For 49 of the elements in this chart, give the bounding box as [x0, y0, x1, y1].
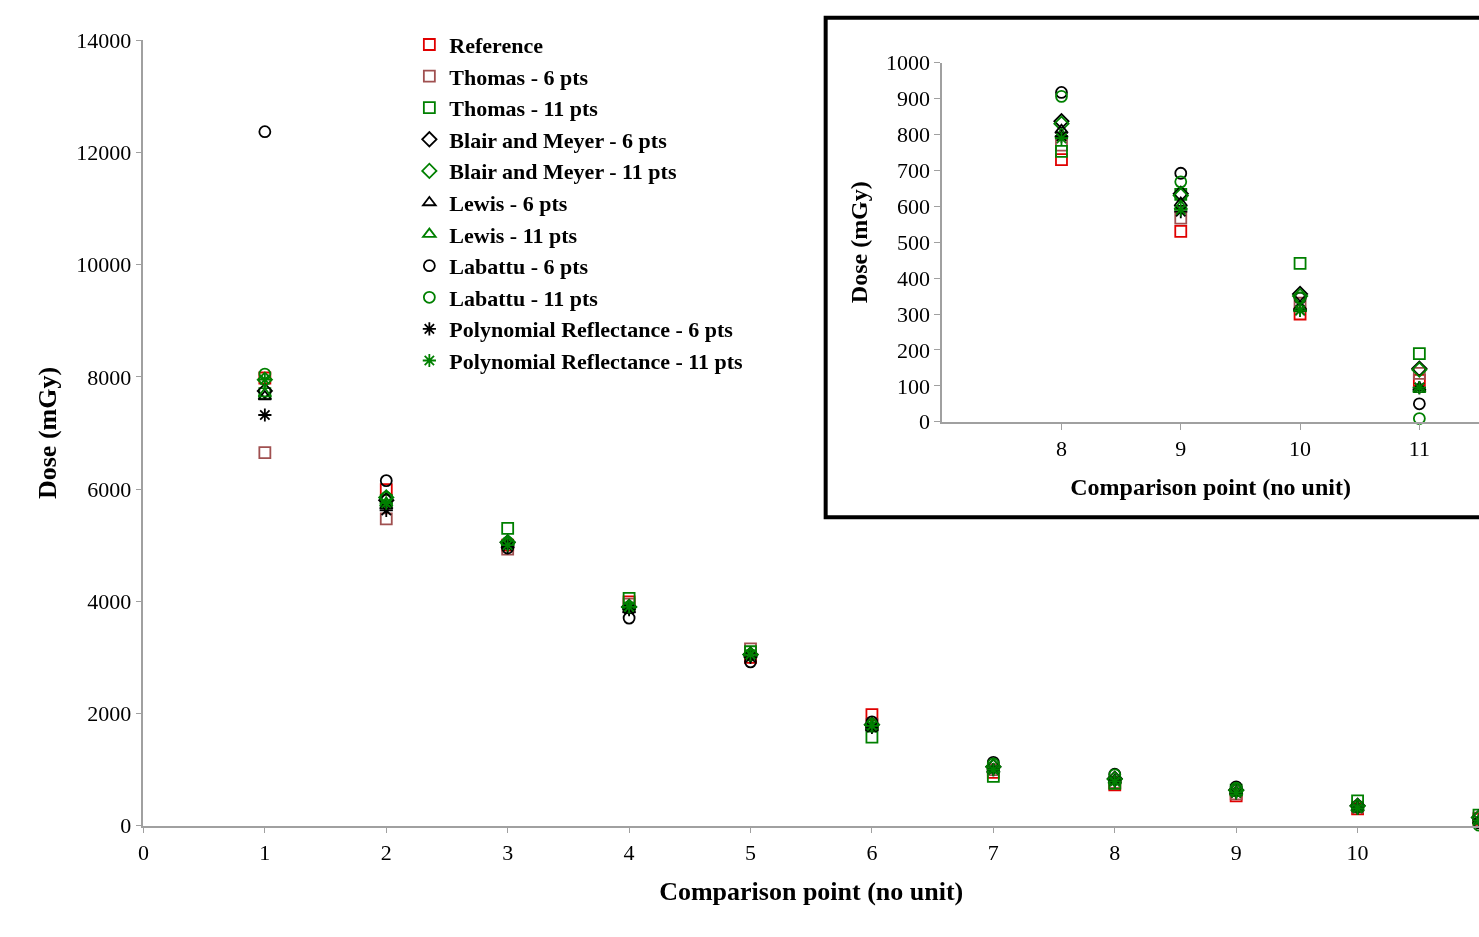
y-tick-label: 4000 — [87, 588, 132, 614]
y-axis-title: Dose (mGy) — [845, 181, 872, 304]
legend-label: Blair and Meyer - 6 pts — [449, 127, 668, 153]
legend-label: Lewis - 6 pts — [449, 191, 568, 217]
y-tick-label: 1000 — [886, 50, 931, 76]
x-axis-title: Comparison point (no unit) — [1070, 473, 1351, 500]
y-tick-label: 2000 — [87, 701, 132, 727]
legend-label: Blair and Meyer - 11 pts — [449, 159, 677, 185]
legend-label: Thomas - 11 pts — [449, 96, 599, 122]
y-tick-label: 8000 — [87, 364, 132, 390]
x-tick-label: 3 — [502, 839, 514, 865]
y-tick-label: 0 — [919, 409, 931, 435]
x-tick-label: 6 — [866, 839, 878, 865]
x-tick-label: 9 — [1230, 839, 1242, 865]
x-tick-label: 10 — [1289, 435, 1312, 461]
x-tick-label: 0 — [137, 839, 149, 865]
x-tick-label: 4 — [623, 839, 635, 865]
x-axis-title: Comparison point (no unit) — [659, 877, 964, 907]
y-tick-label: 6000 — [87, 476, 132, 502]
y-axis-title: Dose (mGy) — [33, 366, 63, 500]
legend-label: Labattu - 11 pts — [449, 285, 599, 311]
y-tick-label: 600 — [897, 193, 931, 219]
y-tick-label: 14000 — [76, 27, 132, 53]
y-tick-label: 800 — [897, 122, 931, 148]
y-tick-label: 0 — [120, 813, 132, 839]
x-tick-label: 1 — [259, 839, 271, 865]
y-tick-label: 700 — [897, 158, 931, 184]
y-tick-label: 900 — [897, 86, 931, 112]
legend-label: Polynomial Reflectance - 11 pts — [449, 349, 744, 375]
legend-label: Labattu - 6 pts — [449, 254, 589, 280]
y-tick-label: 100 — [897, 373, 931, 399]
x-tick-label: 7 — [987, 839, 999, 865]
legend-label: Reference — [449, 33, 544, 59]
x-tick-label: 2 — [380, 839, 392, 865]
y-tick-label: 200 — [897, 337, 931, 363]
x-tick-label: 10 — [1346, 839, 1369, 865]
legend-label: Lewis - 11 pts — [449, 222, 578, 248]
x-tick-label: 9 — [1175, 435, 1187, 461]
legend-label: Thomas - 6 pts — [449, 64, 589, 90]
x-tick-label: 11 — [1408, 435, 1430, 461]
x-tick-label: 5 — [745, 839, 757, 865]
legend-label: Polynomial Reflectance - 6 pts — [449, 317, 734, 343]
y-tick-label: 400 — [897, 265, 931, 291]
y-tick-label: 12000 — [76, 140, 132, 166]
x-tick-label: 8 — [1055, 435, 1067, 461]
x-tick-label: 8 — [1109, 839, 1121, 865]
y-tick-label: 500 — [897, 229, 931, 255]
y-tick-label: 10000 — [76, 252, 132, 278]
y-tick-label: 300 — [897, 301, 931, 327]
